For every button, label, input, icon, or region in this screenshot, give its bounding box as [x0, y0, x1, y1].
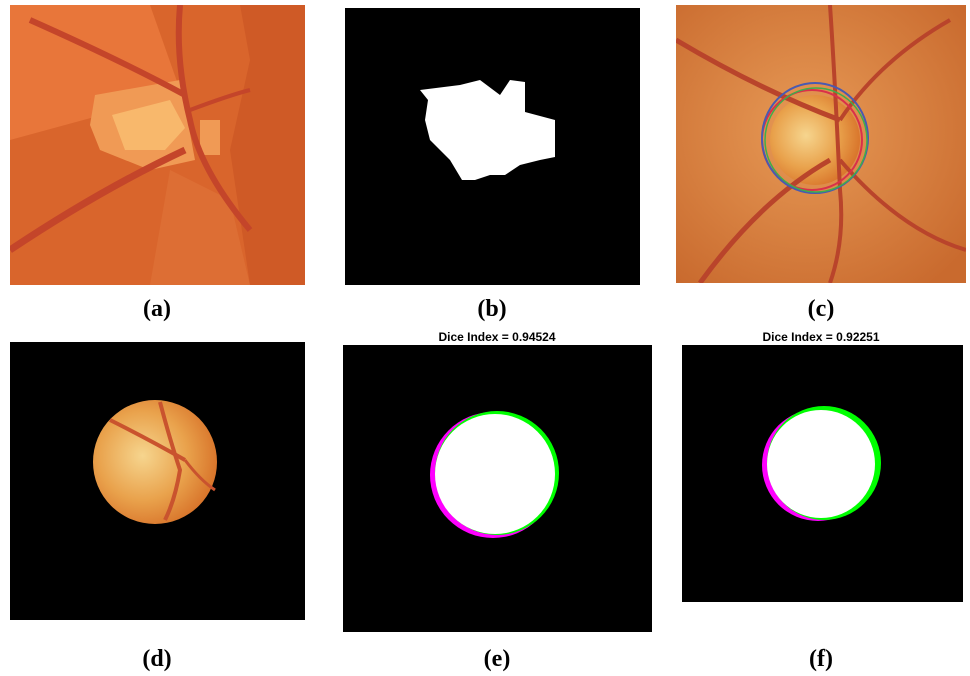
- panel-title: Dice Index = 0.94524: [438, 330, 555, 344]
- panel-label: (d): [142, 646, 171, 672]
- panel-label: (f): [809, 646, 833, 672]
- panel-label: (a): [143, 296, 171, 322]
- panel-b-image: [345, 8, 640, 285]
- panel-d-image: [10, 342, 305, 620]
- panel-label: (b): [477, 296, 506, 322]
- figure: (a) (b) (c) (d) Dice Index = 0.94524 (e)…: [0, 0, 970, 676]
- panel-label: (e): [484, 646, 511, 672]
- panel-c-image: [676, 5, 966, 283]
- panel-f-image: [682, 345, 963, 602]
- panel-a-image: [10, 5, 305, 285]
- panel-e-image: [343, 345, 652, 632]
- panel-title: Dice Index = 0.92251: [762, 330, 879, 344]
- panel-label: (c): [808, 296, 835, 322]
